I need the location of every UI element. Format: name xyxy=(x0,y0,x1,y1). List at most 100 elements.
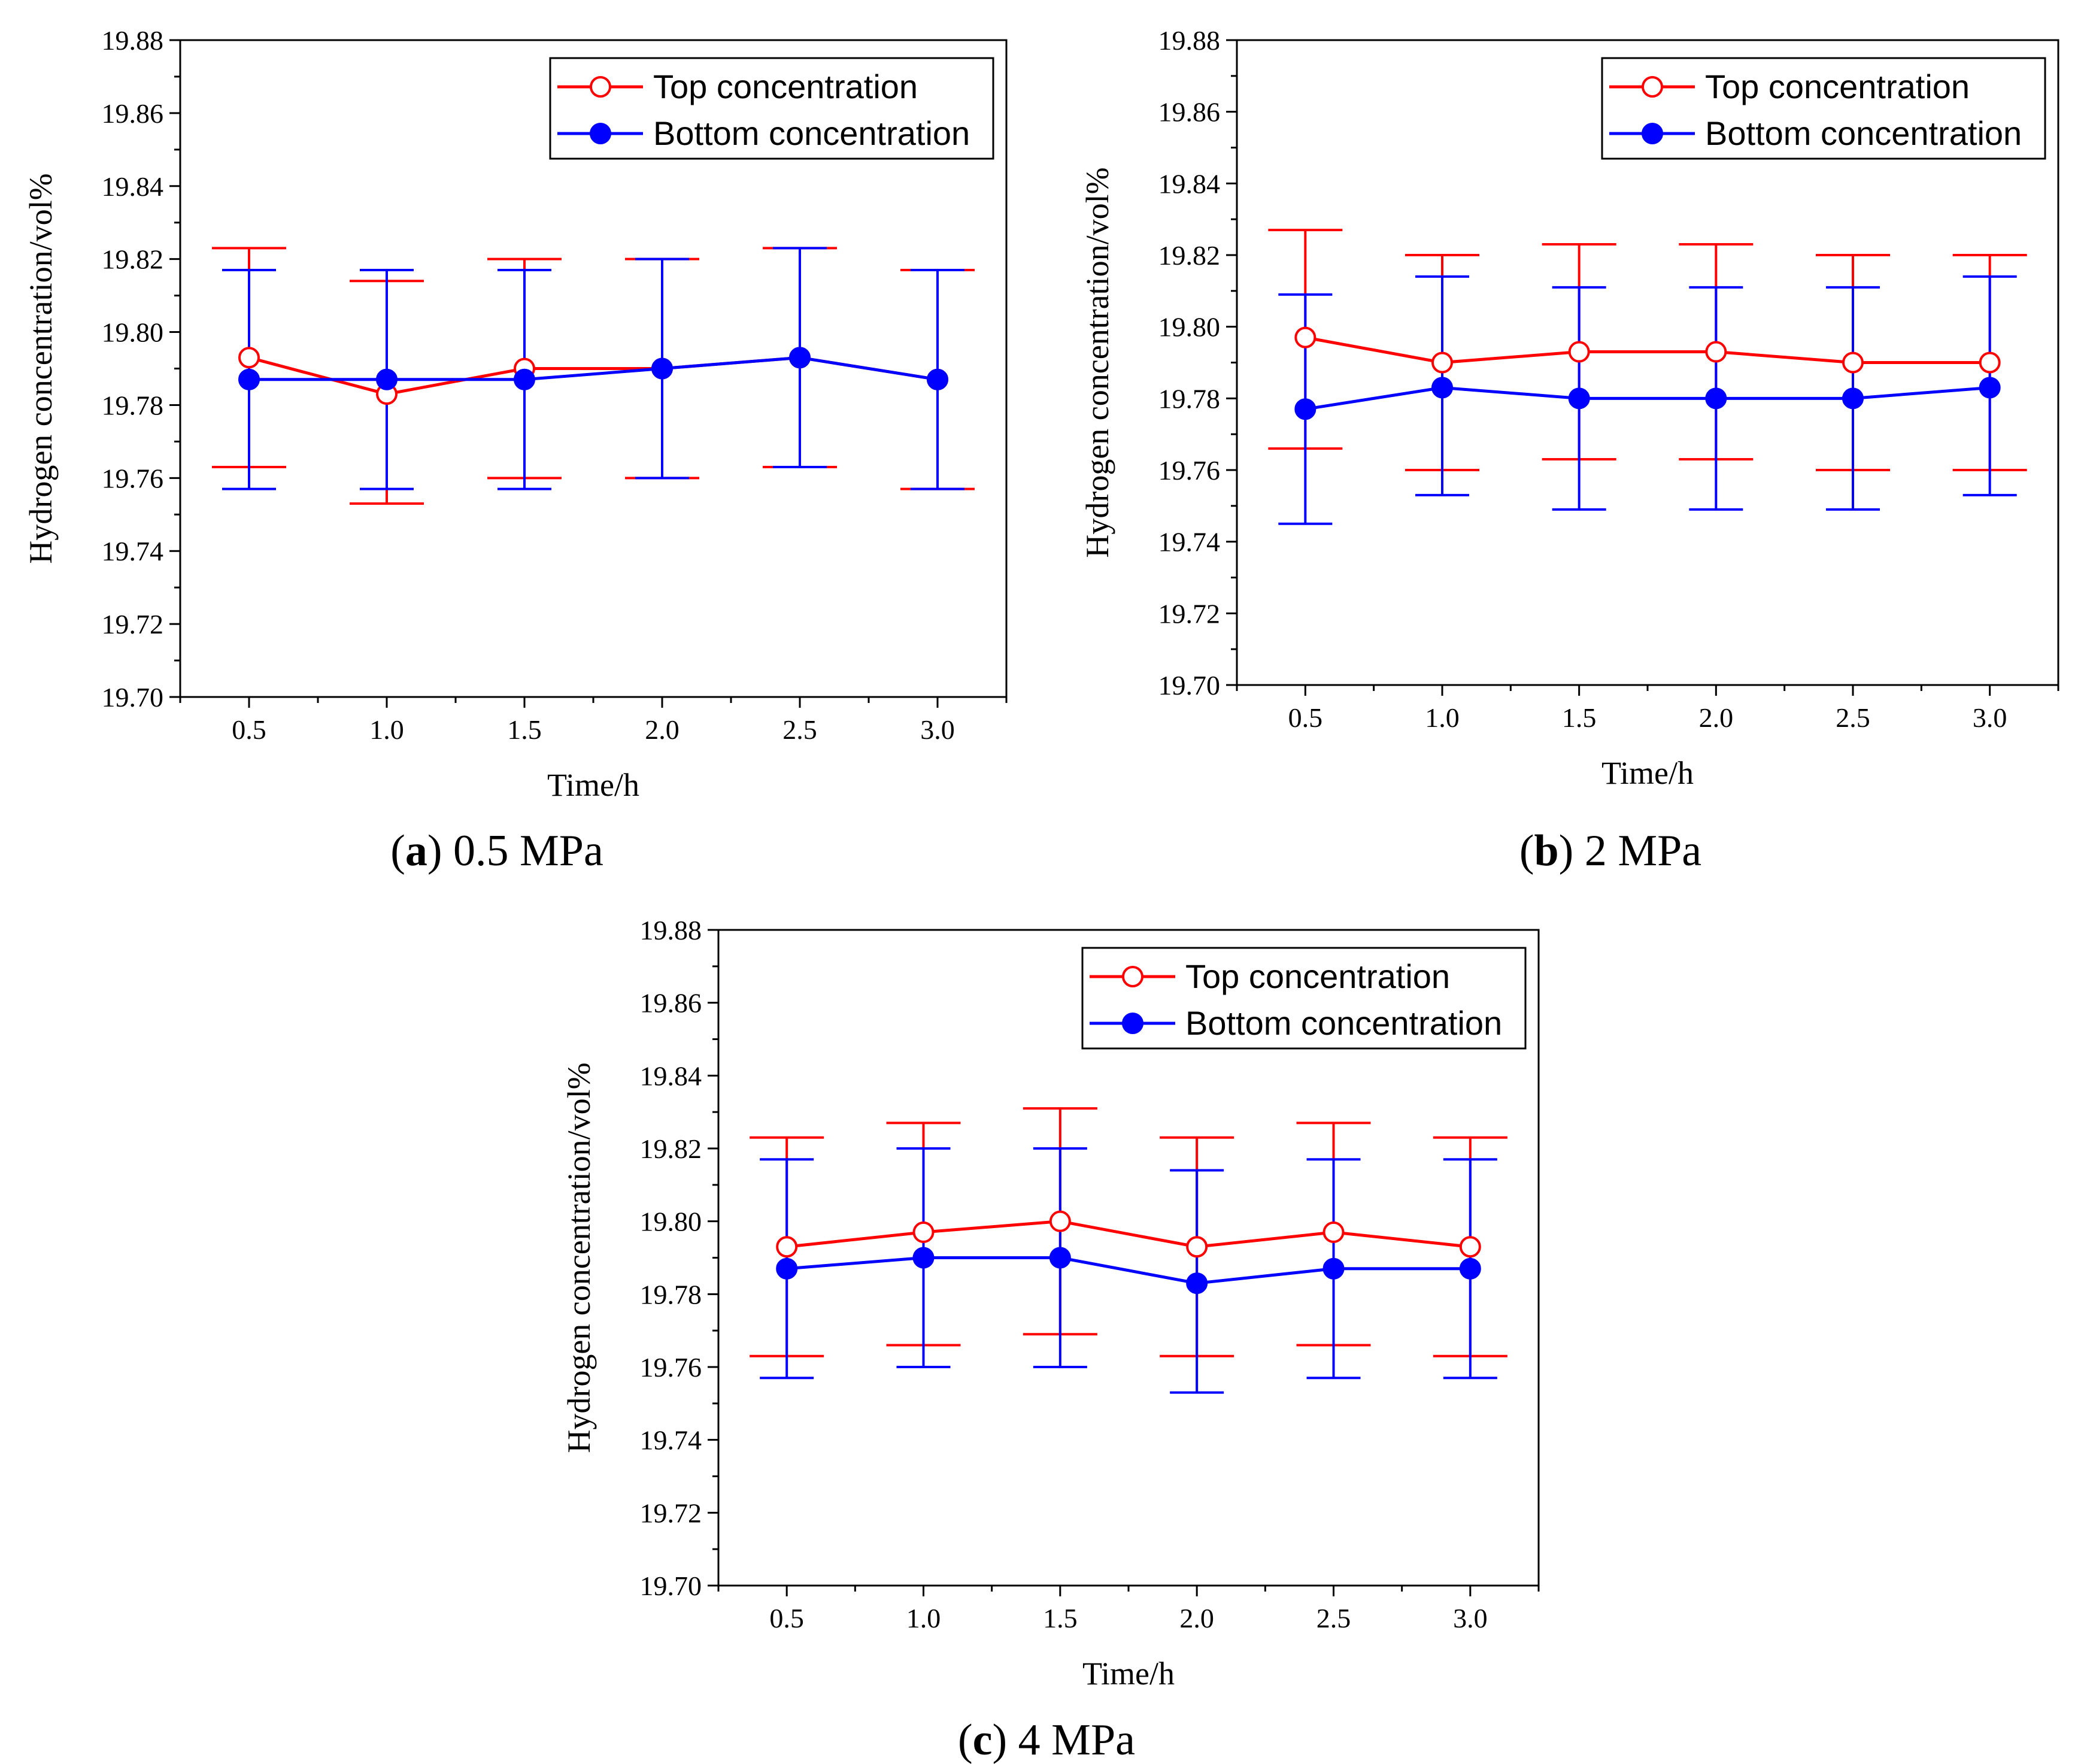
y-tick-label: 19.86 xyxy=(102,98,164,129)
y-tick-label: 19.76 xyxy=(640,1352,702,1383)
data-point xyxy=(912,1221,935,1243)
y-tick-label: 19.82 xyxy=(102,244,164,275)
legend-label: Bottom concentration xyxy=(653,114,970,152)
y-tick-label: 19.74 xyxy=(640,1425,702,1456)
x-tick-label: 2.0 xyxy=(1699,702,1734,733)
y-tick-label: 19.78 xyxy=(640,1279,702,1310)
data-point xyxy=(1322,1221,1345,1243)
data-point xyxy=(1186,1236,1208,1258)
legend-label: Bottom concentration xyxy=(1185,1004,1502,1042)
series-line xyxy=(786,1220,1471,1248)
data-point xyxy=(1431,377,1453,399)
y-tick-label: 19.78 xyxy=(102,390,164,420)
data-point xyxy=(514,368,535,390)
legend-label: Top concentration xyxy=(653,68,918,105)
y-tick-label: 19.70 xyxy=(102,682,164,713)
legend-label: Top concentration xyxy=(1185,957,1450,995)
legend-box xyxy=(1601,57,2046,160)
y-tick-label: 19.88 xyxy=(1158,25,1221,56)
data-point xyxy=(1294,398,1317,420)
data-point xyxy=(1979,377,2001,399)
data-point xyxy=(1568,341,1590,363)
data-point xyxy=(1459,1257,1481,1280)
y-tick-label: 19.80 xyxy=(640,1207,702,1237)
legend: Top concentration Bottom concentration xyxy=(549,57,994,160)
legend-box xyxy=(1081,947,1527,1050)
y-tick-label: 19.80 xyxy=(1158,312,1221,343)
y-tick-label: 19.76 xyxy=(102,463,164,493)
y-tick-label: 19.76 xyxy=(1158,455,1221,486)
data-point xyxy=(776,1236,798,1258)
data-point xyxy=(1568,387,1590,410)
series-bottom xyxy=(1278,275,2017,525)
series-line xyxy=(786,1256,1470,1285)
y-tick-label: 19.82 xyxy=(1158,240,1221,271)
data-point xyxy=(776,1257,798,1280)
x-tick-label: 1.5 xyxy=(507,714,542,745)
y-axis-label: Hydrogen concentration/vol% xyxy=(561,1062,597,1453)
data-point xyxy=(376,368,398,390)
data-point xyxy=(1049,1247,1071,1269)
x-tick-label: 3.0 xyxy=(920,714,955,745)
y-tick-label: 19.86 xyxy=(1158,97,1221,128)
y-tick-label: 19.84 xyxy=(640,1060,702,1091)
x-tick-label: 2.5 xyxy=(1317,1603,1351,1633)
y-tick-label: 19.72 xyxy=(1158,598,1221,629)
legend-marker xyxy=(1122,966,1143,987)
panel-caption: (b) 2 MPa xyxy=(1519,826,1701,875)
x-tick-label: 2.5 xyxy=(782,714,817,745)
series-top xyxy=(212,247,975,505)
data-point xyxy=(651,357,673,380)
chart-panel-c: 19.70 19.72 19.74 19.76 19.78 19.80 19.82 19.84… xyxy=(561,915,1540,1764)
x-axis-label: Time/h xyxy=(547,767,639,803)
x-tick-label: 0.5 xyxy=(769,1603,804,1633)
legend-box xyxy=(549,57,994,160)
data-point xyxy=(1459,1236,1481,1258)
data-point xyxy=(1705,341,1727,363)
data-point xyxy=(1431,351,1453,374)
legend: Top concentration Bottom concentration xyxy=(1601,57,2046,160)
y-tick-label: 19.78 xyxy=(1158,383,1221,414)
legend-label: Top concentration xyxy=(1705,68,1970,105)
legend: Top concentration Bottom concentration xyxy=(1081,947,1527,1050)
data-point xyxy=(1842,351,1864,374)
x-tick-label: 0.5 xyxy=(1288,702,1323,733)
series-line xyxy=(1305,386,1990,411)
legend-marker xyxy=(1642,76,1663,98)
data-point xyxy=(1186,1272,1208,1295)
data-point xyxy=(238,347,260,369)
data-point xyxy=(912,1247,935,1269)
y-tick-label: 19.84 xyxy=(102,171,164,202)
y-tick-label: 19.70 xyxy=(1158,670,1221,701)
x-tick-label: 1.5 xyxy=(1043,1603,1078,1633)
x-tick-label: 3.0 xyxy=(1973,702,2007,733)
y-tick-label: 19.80 xyxy=(102,317,164,348)
y-axis-label: Hydrogen concentration/vol% xyxy=(1079,167,1115,557)
series-top xyxy=(750,1107,1507,1357)
data-point xyxy=(238,368,260,390)
y-tick-label: 19.70 xyxy=(640,1571,702,1601)
y-tick-label: 19.82 xyxy=(640,1133,702,1164)
data-point xyxy=(1979,351,2001,374)
legend-label: Bottom concentration xyxy=(1705,114,2022,152)
series-line xyxy=(249,356,938,381)
data-point xyxy=(1322,1257,1345,1280)
x-tick-label: 1.5 xyxy=(1562,702,1597,733)
y-tick-label: 19.88 xyxy=(102,25,164,56)
y-tick-label: 19.74 xyxy=(1158,527,1221,557)
x-tick-label: 1.0 xyxy=(1425,702,1460,733)
x-tick-label: 2.0 xyxy=(1179,1603,1214,1633)
x-tick-label: 2.5 xyxy=(1836,702,1870,733)
chart-panel-b: 19.70 19.72 19.74 19.76 19.78 19.80 19.82 19.84… xyxy=(1079,25,2059,875)
data-point xyxy=(927,368,948,390)
y-tick-label: 19.72 xyxy=(102,609,164,639)
x-tick-label: 0.5 xyxy=(232,714,266,745)
x-axis-label: Time/h xyxy=(1082,1656,1175,1692)
series-line xyxy=(1305,336,1990,365)
x-axis-label: Time/h xyxy=(1601,755,1694,791)
y-tick-label: 19.86 xyxy=(640,988,702,1019)
chart-panel-a: 19.70 19.72 19.74 19.76 19.78 19.80 19.82 19.84… xyxy=(23,25,1008,875)
data-point xyxy=(789,347,811,369)
panel-caption: (c) 4 MPa xyxy=(958,1715,1135,1764)
